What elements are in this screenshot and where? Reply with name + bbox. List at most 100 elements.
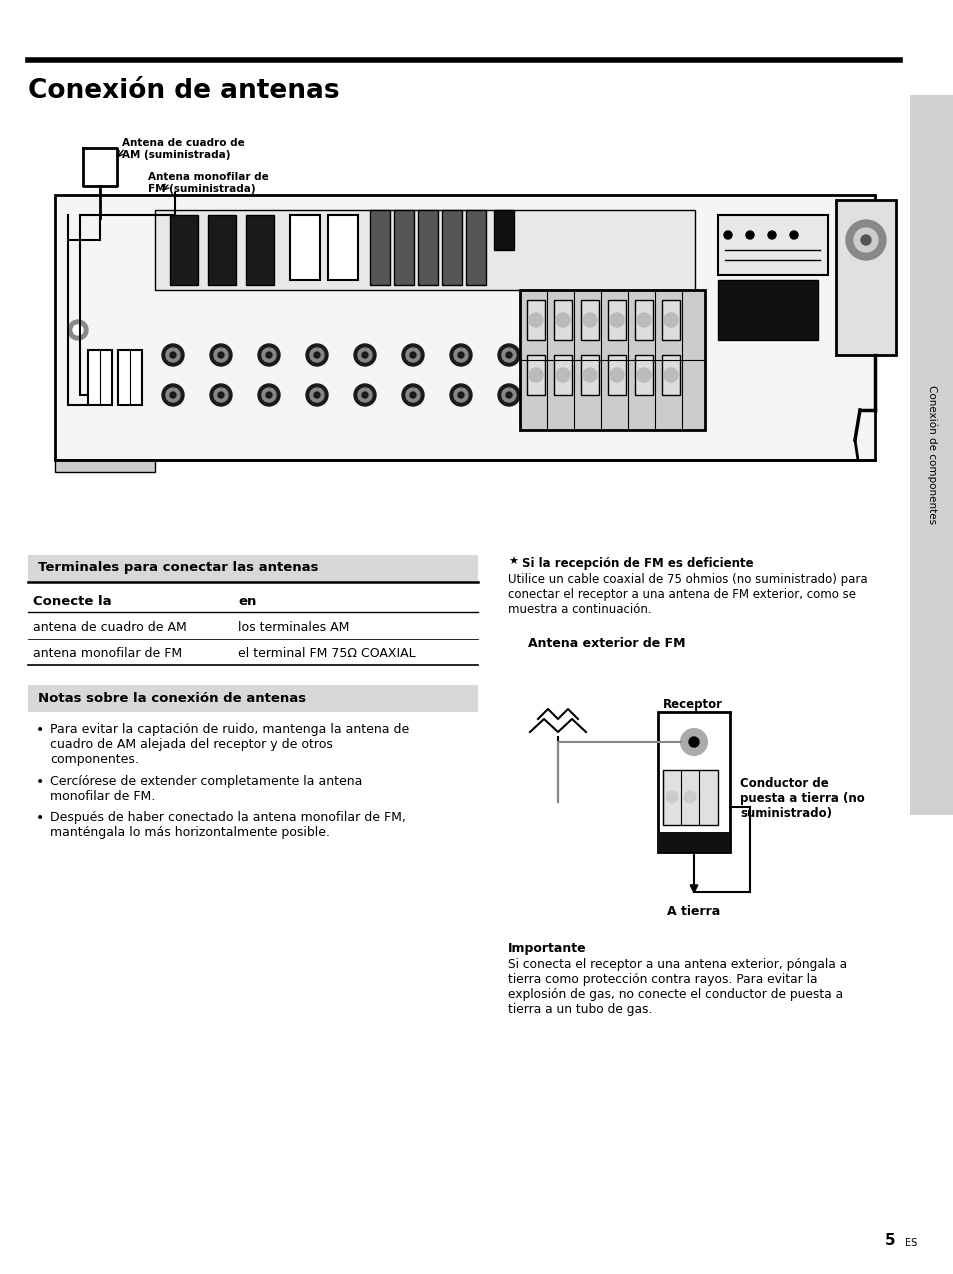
Bar [370, 210, 390, 285]
Circle shape [637, 313, 650, 327]
Bar [55, 195, 874, 460]
Circle shape [68, 320, 88, 340]
Bar [170, 215, 198, 285]
Bar [118, 350, 142, 405]
Bar [635, 355, 652, 395]
Bar [55, 460, 154, 471]
Text: Conecte la: Conecte la [33, 595, 112, 608]
Circle shape [582, 368, 597, 382]
Circle shape [262, 348, 275, 362]
Bar [519, 290, 704, 431]
Bar [28, 685, 477, 712]
Circle shape [314, 392, 319, 397]
Circle shape [218, 392, 224, 397]
Circle shape [406, 389, 419, 403]
Circle shape [497, 344, 519, 366]
Circle shape [789, 231, 797, 240]
Text: el terminal FM 75Ω COAXIAL: el terminal FM 75Ω COAXIAL [237, 647, 416, 660]
Text: Después de haber conectado la antena monofilar de FM,
manténgala lo más horizont: Después de haber conectado la antena mon… [50, 812, 405, 840]
Bar [554, 355, 572, 395]
Bar [154, 210, 695, 290]
Circle shape [410, 392, 416, 397]
Circle shape [218, 352, 224, 358]
Circle shape [257, 344, 280, 366]
Circle shape [529, 368, 542, 382]
Text: Utilice un cable coaxial de 75 ohmios (no suministrado) para
conectar el recepto: Utilice un cable coaxial de 75 ohmios (n… [507, 573, 866, 617]
Circle shape [310, 389, 324, 403]
Circle shape [457, 352, 463, 358]
Circle shape [266, 392, 272, 397]
Circle shape [501, 389, 516, 403]
Circle shape [357, 389, 372, 403]
Bar [526, 299, 544, 340]
Circle shape [457, 392, 463, 397]
Text: Conexión de componentes: Conexión de componentes [925, 386, 936, 525]
Bar [580, 299, 598, 340]
Circle shape [210, 383, 232, 406]
Circle shape [361, 392, 368, 397]
Circle shape [450, 344, 472, 366]
Circle shape [683, 791, 696, 803]
Circle shape [354, 344, 375, 366]
Bar [441, 210, 461, 285]
Bar [290, 215, 319, 280]
Circle shape [257, 383, 280, 406]
Text: ★: ★ [507, 557, 517, 567]
Circle shape [745, 231, 753, 240]
Text: Conductor de
puesta a tierra (no
suministrado): Conductor de puesta a tierra (no suminis… [740, 777, 863, 820]
Circle shape [213, 389, 228, 403]
Circle shape [767, 231, 775, 240]
Text: Notas sobre la conexión de antenas: Notas sobre la conexión de antenas [38, 692, 306, 705]
Circle shape [213, 348, 228, 362]
Bar [554, 299, 572, 340]
Bar [718, 215, 827, 275]
Circle shape [170, 352, 175, 358]
Text: 5: 5 [883, 1233, 894, 1249]
Circle shape [556, 313, 569, 327]
Bar [417, 210, 437, 285]
Circle shape [529, 313, 542, 327]
Text: antena monofilar de FM: antena monofilar de FM [33, 647, 182, 660]
Circle shape [853, 228, 877, 252]
Circle shape [454, 389, 468, 403]
Circle shape [505, 392, 512, 397]
Circle shape [663, 368, 678, 382]
Bar [909, 96, 953, 815]
Text: Para evitar la captación de ruido, mantenga la antena de
cuadro de AM alejada de: Para evitar la captación de ruido, mante… [50, 724, 409, 766]
Bar [835, 200, 895, 355]
Text: antena de cuadro de AM: antena de cuadro de AM [33, 620, 187, 634]
Circle shape [663, 313, 678, 327]
Bar [208, 215, 235, 285]
Bar [494, 210, 514, 250]
Circle shape [162, 383, 184, 406]
Circle shape [406, 348, 419, 362]
Circle shape [582, 313, 597, 327]
Bar [607, 355, 625, 395]
Bar [328, 215, 357, 280]
Circle shape [410, 352, 416, 358]
Text: ES: ES [904, 1238, 916, 1249]
Text: Terminales para conectar las antenas: Terminales para conectar las antenas [38, 562, 318, 575]
Text: •: • [36, 724, 44, 736]
Circle shape [861, 234, 870, 245]
Circle shape [450, 383, 472, 406]
Bar [394, 210, 414, 285]
Bar [246, 215, 274, 285]
Circle shape [637, 368, 650, 382]
Bar [661, 355, 679, 395]
Circle shape [401, 383, 423, 406]
Bar [607, 299, 625, 340]
Circle shape [310, 348, 324, 362]
Text: •: • [36, 775, 44, 789]
Bar [658, 832, 729, 852]
Text: Antena monofilar de
FM (suministrada): Antena monofilar de FM (suministrada) [148, 172, 269, 194]
Text: Cercíórese de extender completamente la antena
monofilar de FM.: Cercíórese de extender completamente la … [50, 775, 362, 803]
Circle shape [723, 231, 731, 240]
Circle shape [354, 383, 375, 406]
Circle shape [501, 348, 516, 362]
Circle shape [306, 344, 328, 366]
Circle shape [73, 325, 83, 335]
Text: Importante: Importante [507, 941, 586, 956]
Bar [28, 555, 477, 582]
Circle shape [357, 348, 372, 362]
